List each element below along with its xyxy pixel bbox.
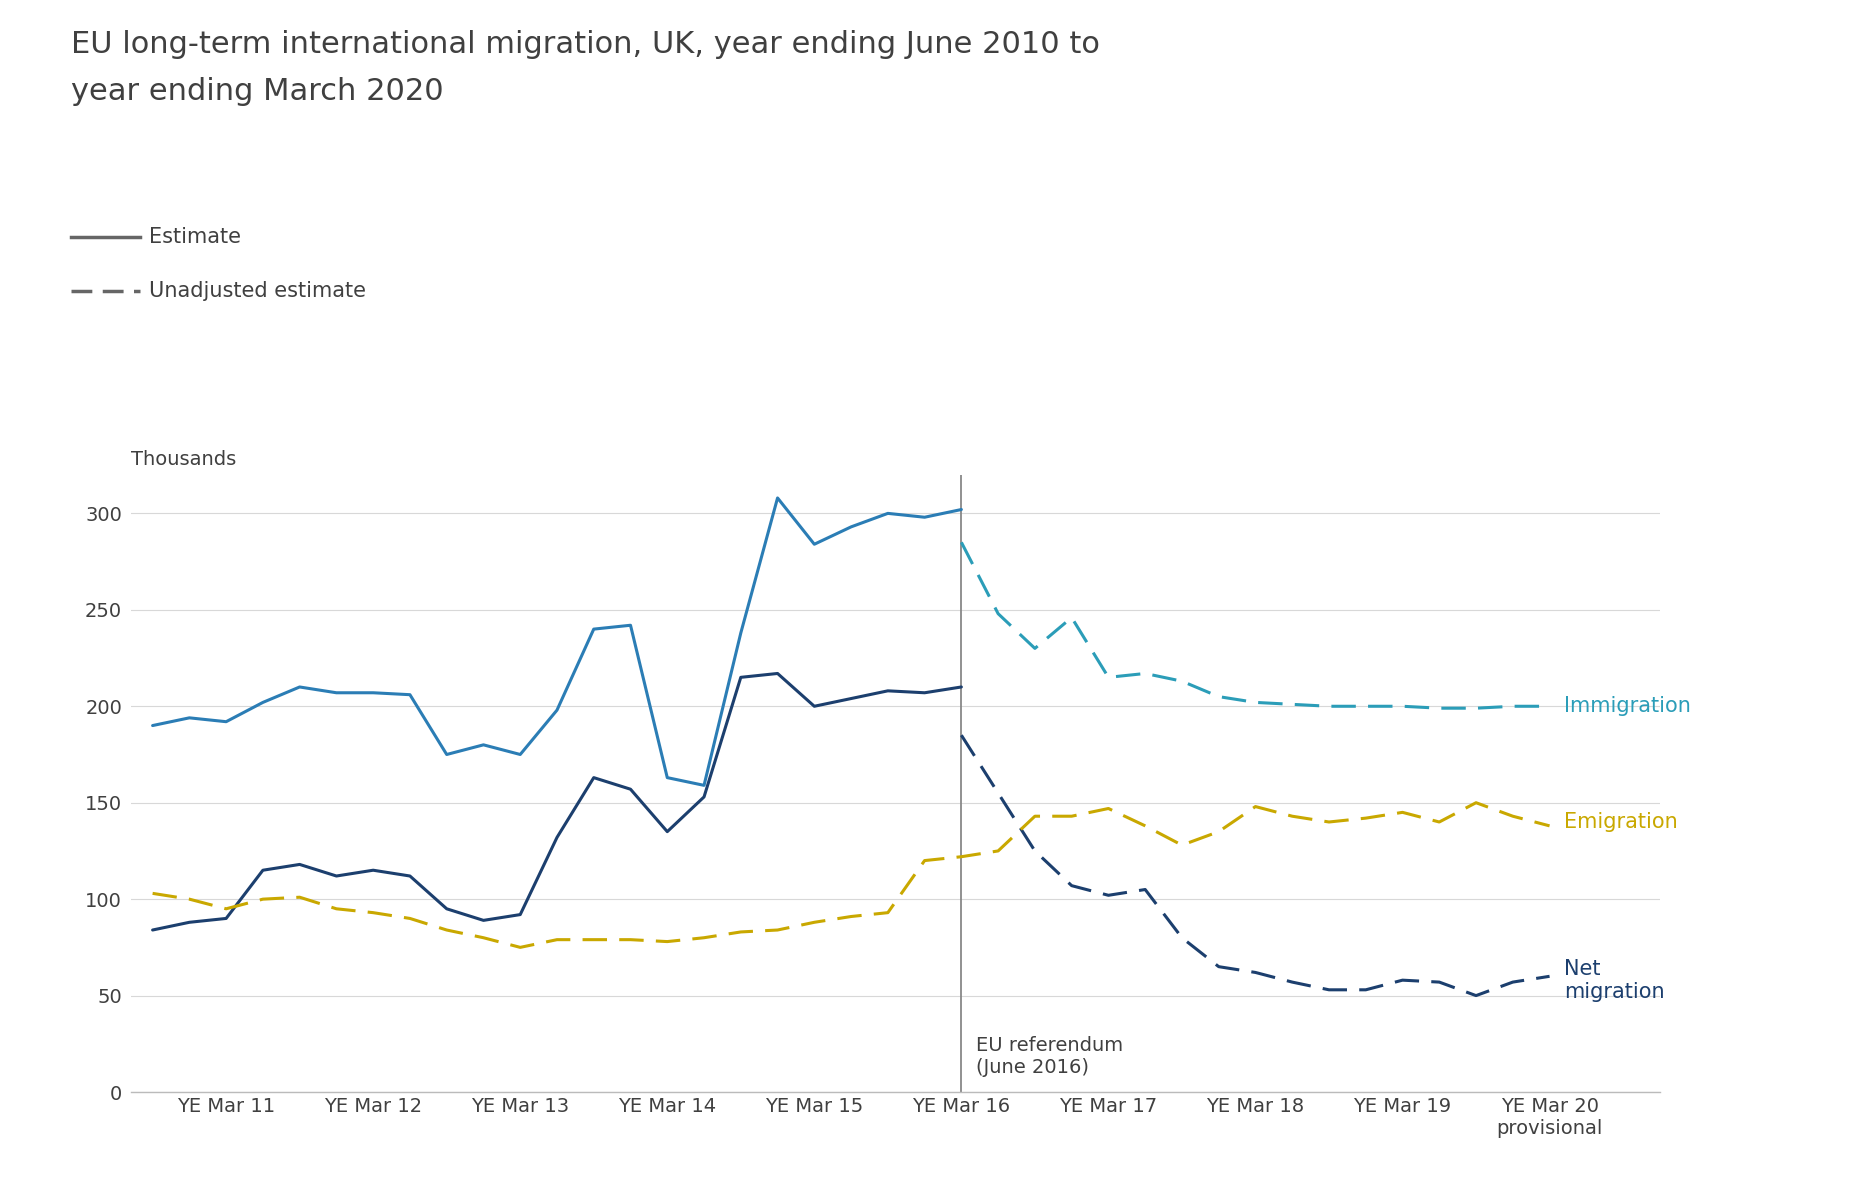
Text: Estimate: Estimate [149, 228, 240, 247]
Text: Unadjusted estimate: Unadjusted estimate [149, 281, 365, 300]
Text: Net
migration: Net migration [1564, 959, 1665, 1002]
Text: Immigration: Immigration [1564, 697, 1691, 716]
Text: Thousands: Thousands [130, 450, 235, 469]
Text: year ending March 2020: year ending March 2020 [71, 77, 444, 106]
Text: EU long-term international migration, UK, year ending June 2010 to: EU long-term international migration, UK… [71, 30, 1100, 58]
Text: Emigration: Emigration [1564, 812, 1678, 832]
Text: EU referendum
(June 2016): EU referendum (June 2016) [975, 1035, 1122, 1077]
